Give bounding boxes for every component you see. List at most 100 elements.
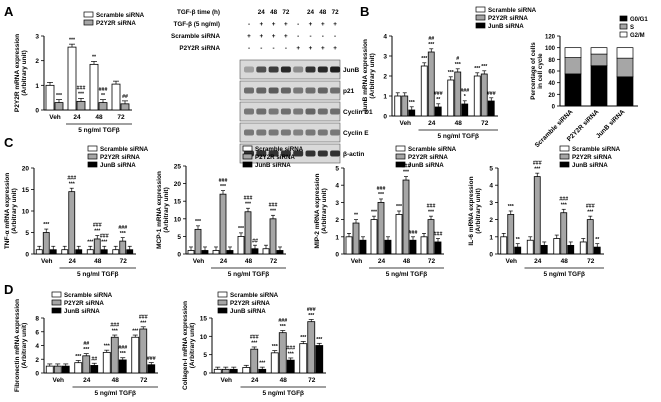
significance-mark: ### (460, 88, 469, 94)
legend-swatch (217, 299, 228, 306)
blot-band (317, 87, 328, 94)
significance-mark: *** (371, 209, 378, 215)
legend-swatch (87, 145, 98, 152)
bar (35, 249, 43, 255)
significance-mark: *** (272, 344, 279, 350)
significance-mark: ** (92, 55, 97, 61)
bar (221, 368, 230, 374)
significance-mark: *** (251, 340, 258, 346)
bar (111, 83, 121, 111)
x-tick-label: 48 (95, 114, 103, 121)
x-tick-label: Veh (351, 258, 363, 265)
bar (269, 218, 277, 255)
bar (131, 336, 140, 374)
legend-label: Scramble siRNA (64, 292, 113, 299)
significance-mark: *** (94, 229, 101, 235)
bar (98, 102, 108, 111)
significance-mark: *** (316, 337, 323, 343)
y-tick-label: 1 (35, 83, 39, 90)
y-tick-label: 0 (335, 252, 339, 259)
blot-row-value: 72 (282, 9, 290, 16)
blot-band (305, 150, 316, 157)
significance-mark: *** (120, 231, 127, 237)
blot-band-label: JunB (343, 67, 360, 74)
bar (408, 109, 416, 117)
x-tick-label: Veh (505, 258, 517, 265)
blot-band-label: Cyclin D1 (343, 109, 373, 116)
bar (345, 236, 353, 255)
significance-mark: ** (595, 237, 600, 243)
bar (401, 95, 409, 117)
x-tick-label: 24 (428, 120, 436, 127)
significance-mark: ### (533, 160, 542, 166)
significance-mark: *** (69, 37, 76, 43)
significance-mark: ** (516, 237, 521, 243)
x-tick-label: Veh (220, 377, 232, 384)
significance-mark: ### (586, 203, 595, 209)
blot-band (293, 108, 304, 115)
x-tick-label: 48 (112, 377, 120, 384)
y-tick-label: 1 (489, 234, 493, 241)
blot-row-label: TGF-β (5 ng/ml) (173, 21, 220, 28)
x-group-label: 5 ng/ml TGFβ (437, 133, 479, 140)
stack-segment (590, 47, 608, 55)
significance-mark: *** (409, 100, 416, 106)
significance-mark: ### (77, 86, 86, 92)
bar (67, 46, 77, 111)
y-tick-label: 3 (489, 200, 493, 207)
legend-swatch (395, 161, 406, 168)
x-tick-label: 48 (403, 258, 411, 265)
x-tick-label: 48 (94, 258, 102, 265)
bar (434, 106, 442, 117)
significance-mark: ### (559, 196, 568, 202)
y-tick-label: 2 (489, 217, 493, 224)
significance-mark: ### (99, 87, 108, 93)
bar (473, 75, 481, 117)
blot-band (244, 129, 254, 136)
stack-segment (616, 76, 634, 107)
blot-band (317, 129, 328, 136)
bar (212, 250, 220, 255)
bar (526, 239, 534, 255)
y-tick-label: 2 (335, 217, 339, 224)
bar (307, 321, 316, 374)
y-tick-label: 15 (200, 316, 208, 323)
y-tick-label: 1 (335, 234, 339, 241)
y-tick-label: 2 (35, 357, 39, 364)
bar (100, 249, 108, 255)
x-tick-label: Veh (52, 377, 64, 384)
blot-row-value: + (272, 21, 276, 28)
blot-row-value: + (309, 45, 313, 52)
blot-band (268, 66, 279, 73)
bar (402, 179, 410, 255)
significance-mark: *** (280, 324, 287, 330)
bar (75, 249, 83, 255)
bar (258, 368, 267, 374)
blot-row-label: P2Y2R siRNA (179, 45, 220, 52)
bar (90, 365, 99, 374)
significance-mark: ### (307, 307, 316, 313)
significance-mark: ## (428, 36, 434, 42)
significance-mark: *** (220, 184, 227, 190)
significance-mark: ### (147, 356, 156, 362)
bar (110, 336, 119, 374)
x-tick-label: 24 (220, 258, 228, 265)
legend-label: P2Y2R siRNA (96, 20, 136, 27)
significance-mark: *** (43, 222, 50, 228)
y-tick-label: 100 (545, 46, 556, 52)
x-tick-label: Veh (399, 120, 411, 127)
blot-band (293, 87, 304, 94)
blot-row-value: - (273, 45, 275, 52)
legend-swatch (51, 299, 62, 306)
bar (533, 176, 541, 255)
x-tick-label: 72 (120, 258, 128, 265)
blot-row-label: TGF-β time (h) (177, 9, 220, 16)
stack-segment (564, 73, 582, 107)
bar (461, 103, 469, 117)
blot-row-value: + (247, 33, 251, 40)
blot-row-value: + (296, 45, 300, 52)
y-tick-label: 40 (548, 81, 555, 87)
bar (194, 228, 202, 255)
y-tick-label: 3 (335, 200, 339, 207)
legend-swatch (217, 291, 228, 298)
